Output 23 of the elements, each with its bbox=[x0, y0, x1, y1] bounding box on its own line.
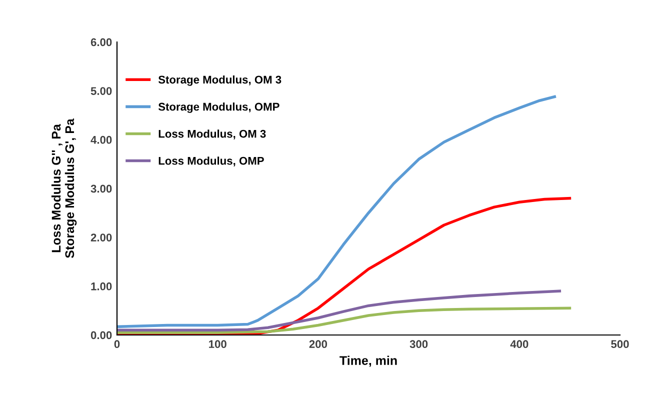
x-tick-label: 500 bbox=[611, 340, 629, 348]
line-series bbox=[117, 196, 572, 335]
x-tick-label: 400 bbox=[510, 340, 528, 348]
y-tick-label: 1.00 bbox=[91, 282, 112, 290]
y-axis-title: Loss Modulus G'' , Pa Storage Modulus G', Pa bbox=[51, 118, 77, 258]
y-tick-label: 4.00 bbox=[90, 136, 112, 144]
legend-label: Storage Modulus, OMP bbox=[158, 102, 280, 113]
y-tick-label: 3.00 bbox=[90, 184, 112, 193]
y-tick-label: 6.00 bbox=[90, 38, 112, 46]
x-tick-label: 0 bbox=[114, 340, 120, 348]
line-series bbox=[117, 306, 572, 334]
x-tick-label: 200 bbox=[309, 340, 328, 348]
x-axis-title: Time, min bbox=[340, 356, 397, 367]
legend-label: Storage Modulus, OM 3 bbox=[158, 75, 282, 86]
y-tick-label: 0.00 bbox=[90, 331, 112, 340]
x-tick-label: 300 bbox=[410, 340, 428, 348]
x-tick-label: 100 bbox=[209, 340, 226, 348]
line-series bbox=[117, 290, 562, 332]
y-tick-label: 5.00 bbox=[90, 87, 112, 95]
y-tick-label: 2.00 bbox=[90, 234, 112, 242]
legend-label: Loss Modulus, OM 3 bbox=[158, 130, 266, 140]
line-series bbox=[117, 95, 556, 328]
legend-label: Loss Modulus, OMP bbox=[158, 156, 264, 166]
